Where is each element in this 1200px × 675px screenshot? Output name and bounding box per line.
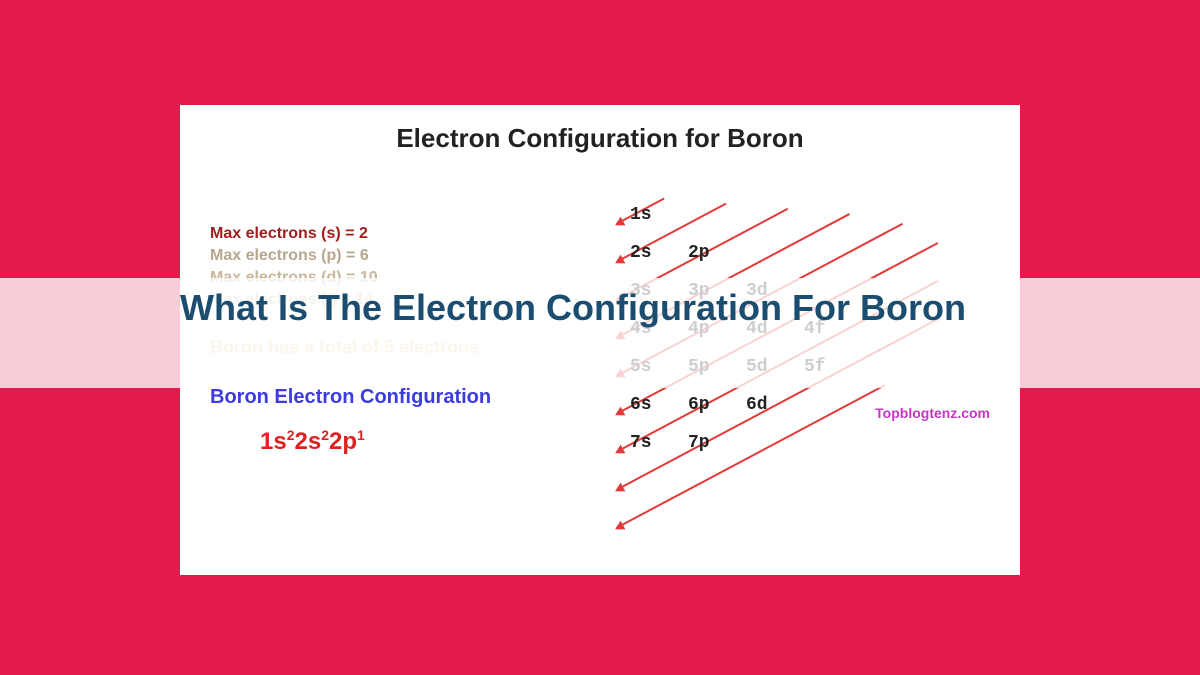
overlay-title: What Is The Electron Configuration For B… xyxy=(180,285,1020,332)
orbital-cell: 7p xyxy=(688,433,746,453)
orbital-cell: 2p xyxy=(688,243,746,263)
orbital-cell: 6s xyxy=(630,395,688,415)
orbital-cell: 6d xyxy=(746,395,804,415)
config-label: Boron Electron Configuration xyxy=(210,386,590,409)
orbital-cell: 6p xyxy=(688,395,746,415)
watermark: Topblogtenz.com xyxy=(875,405,990,421)
card-title: Electron Configuration for Boron xyxy=(180,105,1020,154)
max-electrons-line: Max electrons (p) = 6 xyxy=(210,247,590,265)
orbital-cell: 7s xyxy=(630,433,688,453)
orbital-row: 1s xyxy=(630,205,688,225)
orbital-row: 6s6p6d xyxy=(630,395,804,415)
config-value: 1s22s22p1 xyxy=(260,427,590,456)
max-electrons-line: Max electrons (s) = 2 xyxy=(210,225,590,243)
orbital-row: 7s7p xyxy=(630,433,746,453)
orbital-cell: 1s xyxy=(630,205,688,225)
orbital-row: 2s2p xyxy=(630,243,746,263)
orbital-cell: 2s xyxy=(630,243,688,263)
